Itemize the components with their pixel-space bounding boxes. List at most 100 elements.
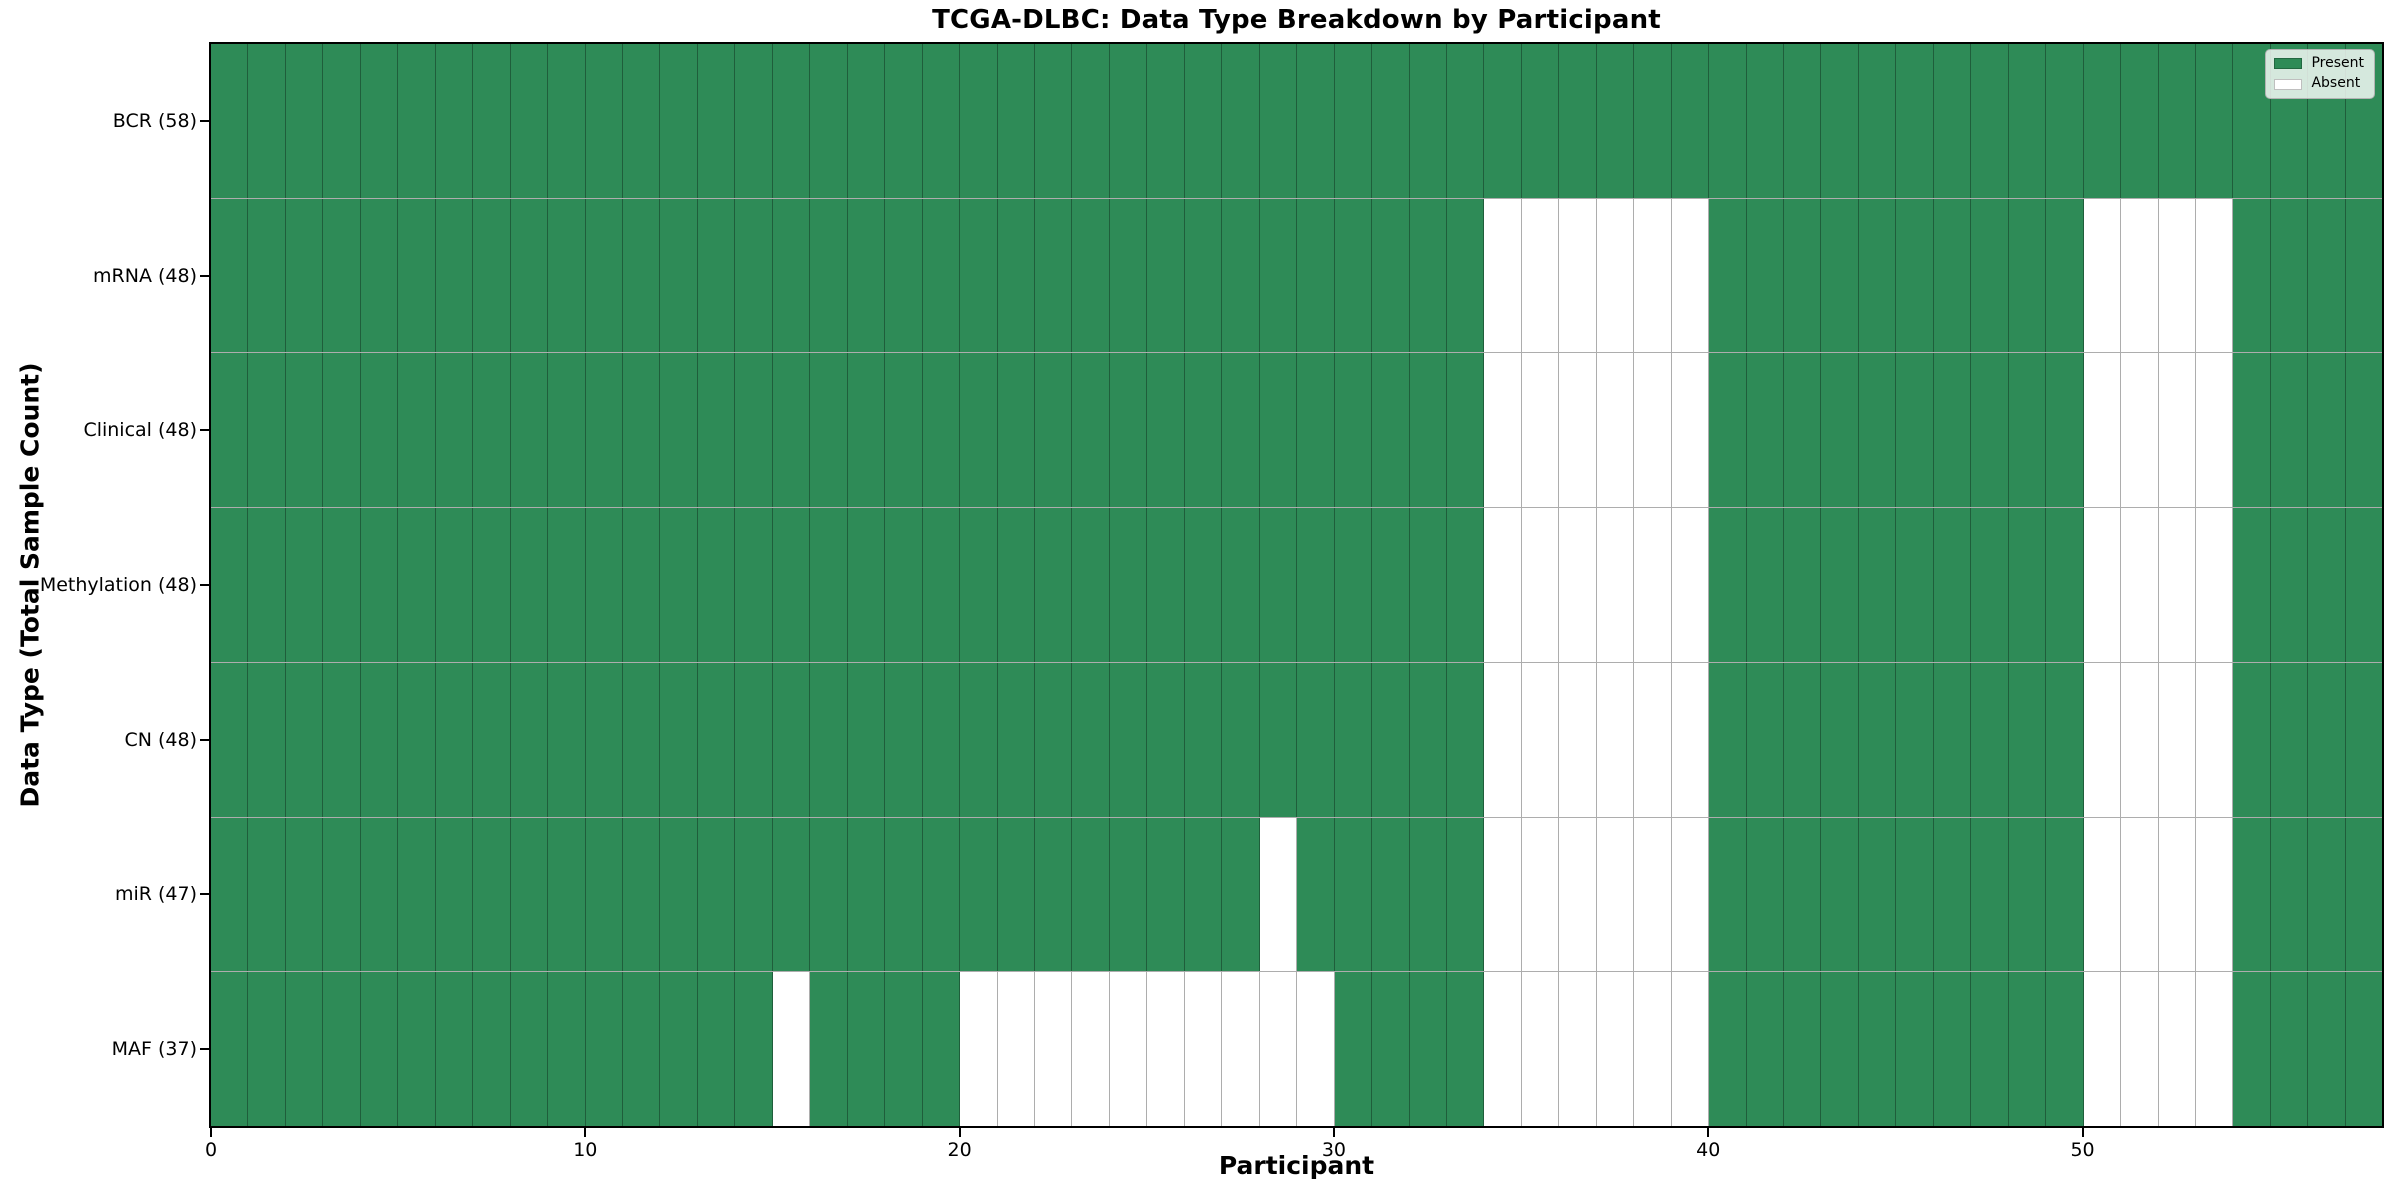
heatmap-cell-clinical-14 (735, 353, 773, 508)
heatmap-cell-maf-31 (1372, 972, 1410, 1127)
heatmap-cell-clinical-0 (211, 353, 249, 508)
heatmap-cell-mir-8 (510, 817, 549, 972)
heatmap-cell-clinical-16 (810, 353, 848, 508)
heatmap-cell-mrna-53 (2196, 198, 2234, 353)
heatmap-cell-clinical-44 (1858, 353, 1897, 508)
heatmap-cell-maf-50 (2083, 972, 2122, 1127)
heatmap-cell-mrna-11 (622, 198, 661, 353)
heatmap-cell-maf-16 (810, 972, 848, 1127)
heatmap-cell-methylation-9 (548, 508, 586, 662)
heatmap-cell-cn-27 (1222, 662, 1260, 817)
heatmap-cell-bcr-54 (2233, 44, 2271, 198)
heatmap-cell-mir-9 (548, 817, 586, 972)
heatmap-cell-maf-55 (2270, 972, 2309, 1127)
x-tick-mark-30 (1332, 1128, 1335, 1137)
heatmap-cell-clinical-7 (473, 353, 511, 508)
heatmap-cell-bcr-32 (1409, 44, 1447, 198)
heatmap-cell-bcr-45 (1896, 44, 1934, 198)
x-tick-mark-20 (958, 1128, 961, 1137)
heatmap-cell-mrna-49 (2046, 198, 2084, 353)
heatmap-cell-clinical-21 (997, 353, 1035, 508)
heatmap-cell-maf-32 (1409, 972, 1447, 1127)
x-tick-mark-40 (1707, 1128, 1710, 1137)
heatmap-cell-mrna-5 (398, 198, 436, 353)
heatmap-cell-mir-21 (997, 817, 1035, 972)
heatmap-cell-methylation-35 (1521, 508, 1560, 662)
heatmap-cell-clinical-26 (1184, 353, 1223, 508)
heatmap-cell-cn-10 (585, 662, 623, 817)
heatmap-cell-cn-5 (398, 662, 436, 817)
heatmap-cell-clinical-53 (2196, 353, 2234, 508)
heatmap-cell-maf-11 (622, 972, 661, 1127)
heatmap-cell-methylation-3 (323, 508, 361, 662)
heatmap-cell-methylation-49 (2046, 508, 2084, 662)
heatmap-cell-maf-34 (1484, 972, 1522, 1127)
heatmap-row-cn (211, 662, 2383, 818)
heatmap-cell-methylation-33 (1446, 508, 1485, 662)
heatmap-cell-cn-7 (473, 662, 511, 817)
heatmap-cell-mir-19 (922, 817, 961, 972)
heatmap-cell-bcr-46 (1933, 44, 1972, 198)
heatmap-cell-maf-10 (585, 972, 623, 1127)
heatmap-cell-maf-33 (1446, 972, 1485, 1127)
heatmap-cell-methylation-25 (1147, 508, 1185, 662)
heatmap-cell-methylation-11 (622, 508, 661, 662)
heatmap-cell-maf-26 (1184, 972, 1223, 1127)
y-tick-label-mrna: mRNA (48) (93, 264, 197, 287)
heatmap-cell-clinical-46 (1933, 353, 1972, 508)
heatmap-cell-methylation-10 (585, 508, 623, 662)
heatmap-cell-methylation-16 (810, 508, 848, 662)
legend-label-present: Present (2311, 55, 2364, 71)
heatmap-cell-mir-10 (585, 817, 623, 972)
heatmap-cell-bcr-12 (660, 44, 698, 198)
heatmap-cell-methylation-36 (1559, 508, 1597, 662)
heatmap-cell-mrna-26 (1184, 198, 1223, 353)
heatmap-cell-bcr-48 (2008, 44, 2047, 198)
y-tick-label-methylation: Methylation (48) (39, 574, 197, 596)
heatmap-cell-mir-30 (1334, 817, 1373, 972)
heatmap-cell-bcr-4 (360, 44, 399, 198)
heatmap-cell-maf-19 (922, 972, 961, 1127)
heatmap-cell-maf-30 (1334, 972, 1373, 1127)
heatmap-cell-methylation-21 (997, 508, 1035, 662)
heatmap-cell-maf-23 (1072, 972, 1110, 1127)
heatmap-cell-methylation-42 (1784, 508, 1822, 662)
heatmap-cell-mir-46 (1933, 817, 1972, 972)
heatmap-cell-mir-56 (2308, 817, 2346, 972)
x-axis-label: Participant (1218, 1151, 1375, 1180)
heatmap-cell-clinical-30 (1334, 353, 1373, 508)
heatmap-cell-maf-12 (660, 972, 698, 1127)
heatmap-cell-maf-47 (1971, 972, 2009, 1127)
heatmap-cell-maf-56 (2308, 972, 2346, 1127)
heatmap-cell-bcr-36 (1559, 44, 1597, 198)
heatmap-cell-clinical-4 (360, 353, 399, 508)
heatmap-cell-clinical-51 (2121, 353, 2159, 508)
heatmap-cell-cn-33 (1446, 662, 1485, 817)
heatmap-cell-mir-53 (2196, 817, 2234, 972)
heatmap-cell-cn-44 (1858, 662, 1897, 817)
x-tick-mark-0 (210, 1128, 212, 1137)
heatmap-cell-mir-11 (622, 817, 661, 972)
heatmap-cell-maf-13 (697, 972, 736, 1127)
heatmap-cell-clinical-33 (1446, 353, 1485, 508)
heatmap-cell-cn-42 (1784, 662, 1822, 817)
x-tick-label-10: 10 (573, 1139, 598, 1161)
heatmap-cell-methylation-34 (1484, 508, 1522, 662)
y-tick-mark-cn (200, 738, 209, 741)
heatmap-cell-cn-19 (922, 662, 961, 817)
heatmap-cell-methylation-6 (435, 508, 474, 662)
heatmap-cell-bcr-25 (1147, 44, 1185, 198)
heatmap-cell-maf-40 (1709, 972, 1747, 1127)
y-tick-mark-clinical (200, 429, 209, 432)
heatmap-cell-cn-53 (2196, 662, 2234, 817)
heatmap-cell-methylation-46 (1933, 508, 1972, 662)
heatmap-cell-mir-52 (2158, 817, 2197, 972)
heatmap-cell-methylation-52 (2158, 508, 2197, 662)
chart-title: TCGA-DLBC: Data Type Breakdown by Partic… (932, 5, 1661, 35)
heatmap-cell-maf-38 (1634, 972, 1672, 1127)
heatmap-cell-mrna-42 (1784, 198, 1822, 353)
heatmap-cell-mrna-19 (922, 198, 961, 353)
plot-area: 0 10 20 30 40 50 BCR (58) mRNA (48) Clinical (4… (40, 42, 2384, 1161)
heatmap-cell-maf-4 (360, 972, 399, 1127)
heatmap-cell-methylation-53 (2196, 508, 2234, 662)
